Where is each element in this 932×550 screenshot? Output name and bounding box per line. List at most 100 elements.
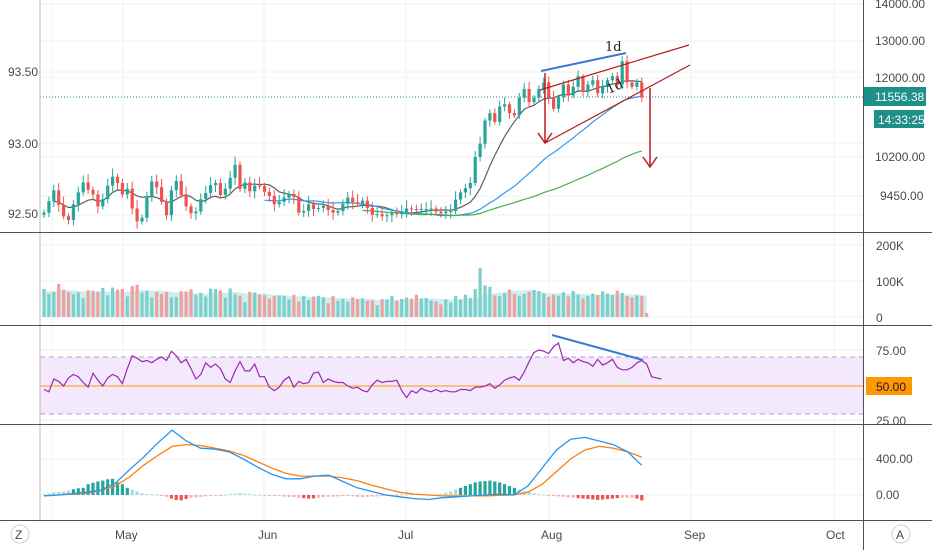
- rsi-divergence-line[interactable]: [551, 334, 644, 361]
- macd-histogram-bar: [542, 494, 546, 496]
- volume-bar: [419, 298, 423, 317]
- macd-histogram-bar: [120, 484, 124, 495]
- macd-histogram-bar: [218, 495, 222, 496]
- volume-bar: [517, 295, 521, 317]
- macd-histogram-bar: [258, 494, 262, 496]
- volume-bar: [547, 296, 551, 317]
- macd-histogram-bar: [503, 484, 507, 495]
- macd-histogram-bar: [444, 492, 448, 495]
- right-axis[interactable]: 14000.00 13000.00 12000.00 10200.00 9450…: [864, 0, 926, 502]
- volume-bar: [258, 294, 262, 317]
- volume-bar: [238, 295, 242, 317]
- auto-scale-button[interactable]: A: [891, 524, 911, 544]
- macd-histogram-bar: [302, 495, 306, 499]
- macd-histogram-bar: [571, 495, 575, 498]
- macd-histogram-bar: [326, 495, 330, 497]
- candle-body: [360, 200, 365, 204]
- candle-body: [370, 207, 374, 215]
- candle-body: [601, 86, 605, 94]
- sma-slow-line: [362, 150, 642, 217]
- price-axis-tick: 12000.00: [875, 71, 925, 85]
- macd-histogram-bar: [189, 495, 193, 498]
- candle-body: [571, 86, 575, 96]
- macd-histogram-bar: [463, 486, 467, 495]
- macd-histogram-bar: [91, 482, 95, 495]
- volume-bar: [150, 297, 154, 317]
- trend-blue-line: [540, 52, 627, 72]
- volume-bars: [42, 268, 649, 317]
- macd-histogram-bar: [507, 486, 512, 495]
- candle-body: [101, 199, 105, 207]
- volume-bar: [473, 288, 477, 317]
- candle-body: [42, 212, 46, 215]
- candle-body: [311, 204, 316, 209]
- candle-body: [478, 143, 482, 157]
- candle-body: [238, 164, 242, 189]
- candle-body: [326, 205, 330, 211]
- volume-bar: [488, 286, 492, 317]
- volume-bar: [47, 293, 51, 317]
- candle-body: [179, 180, 183, 195]
- macd-histogram-bar: [86, 484, 90, 495]
- candle-body: [444, 211, 448, 214]
- candle-body: [169, 190, 173, 216]
- volume-bar: [503, 293, 507, 317]
- macd-histogram-bar: [473, 482, 477, 495]
- candle-body: [164, 201, 169, 216]
- candle-body: [365, 200, 369, 208]
- candle-body: [458, 192, 463, 200]
- candle-body: [262, 186, 267, 192]
- volume-bar: [101, 287, 105, 317]
- volume-panel[interactable]: [42, 268, 649, 317]
- drawing-annotations[interactable]: [537, 44, 691, 169]
- macd-histogram-bar: [267, 495, 271, 496]
- volume-bar: [527, 291, 531, 317]
- volume-bar: [625, 296, 629, 317]
- macd-histogram-bar: [375, 495, 379, 497]
- volume-bar: [532, 290, 536, 317]
- left-axis-tick: 93.00: [8, 137, 38, 151]
- zoom-button[interactable]: Z: [10, 524, 30, 544]
- macd-histogram-bar: [101, 480, 105, 495]
- annotation-label-1d: 1d: [604, 77, 625, 98]
- macd-histogram-bar: [321, 495, 325, 498]
- macd-histogram-bar: [532, 493, 536, 495]
- candle-body: [130, 188, 134, 209]
- time-axis[interactable]: May Jun Jul Aug Sep Oct: [115, 528, 845, 542]
- target-arrow-right-head: [642, 156, 658, 169]
- candle-body: [297, 197, 301, 213]
- candle-body: [204, 192, 208, 200]
- candle-body: [493, 113, 497, 122]
- volume-bar: [351, 297, 355, 317]
- macd-histogram-bar: [488, 480, 492, 495]
- candle-body: [267, 191, 271, 196]
- macd-histogram-bar: [454, 489, 458, 495]
- volume-bar: [552, 294, 556, 317]
- macd-panel[interactable]: [42, 429, 644, 501]
- macd-histogram-bar: [71, 489, 75, 495]
- rsi-panel[interactable]: [40, 334, 863, 415]
- left-price-axis: 93.50 93.00 92.50: [8, 65, 38, 221]
- volume-bar: [213, 288, 218, 317]
- candle-body: [547, 82, 551, 98]
- macd-histogram-bar: [400, 494, 404, 496]
- macd-histogram-bar: [625, 495, 629, 498]
- macd-histogram-bar: [591, 495, 595, 500]
- macd-histogram-bar: [615, 495, 619, 499]
- volume-bar: [130, 286, 134, 317]
- macd-histogram-bar: [552, 495, 556, 496]
- price-panel[interactable]: 93.50 93.00 92.50 1d 1d: [8, 40, 863, 229]
- volume-bar: [115, 289, 120, 317]
- volume-bar: [601, 291, 605, 317]
- volume-bar: [179, 291, 183, 317]
- candle-body: [282, 197, 286, 202]
- macd-histogram-bar: [292, 495, 296, 498]
- volume-bar: [42, 288, 46, 317]
- macd-histogram-bar: [556, 495, 561, 497]
- macd-histogram-bar: [42, 494, 46, 496]
- candle-body: [605, 80, 610, 87]
- candle-body: [341, 203, 345, 212]
- macd-histogram-bar: [356, 495, 360, 497]
- volume-bar: [204, 296, 208, 317]
